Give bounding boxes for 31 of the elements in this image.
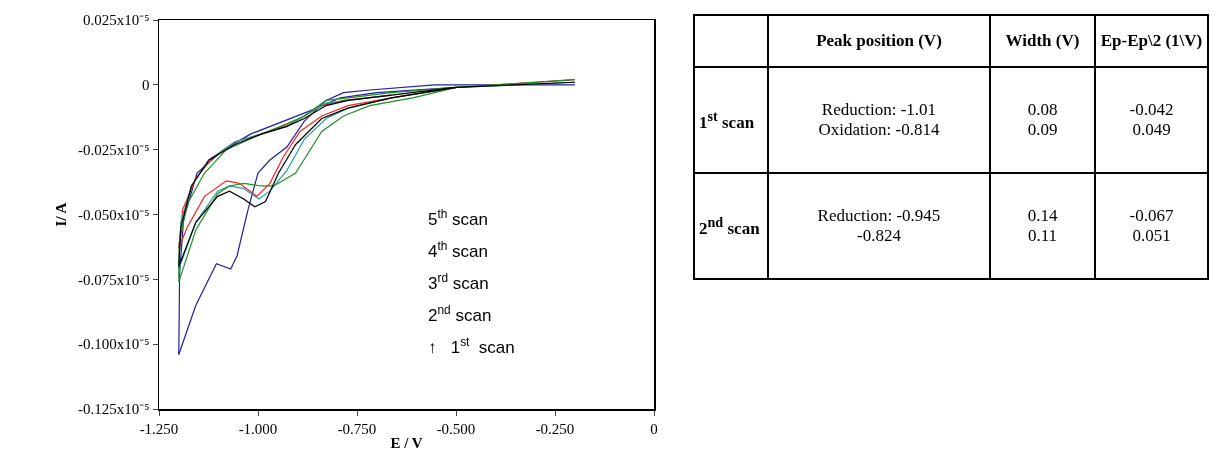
annotation: 5$^{th}$ scan [428, 207, 489, 230]
category-label: Ep-Ep\2 (1\V) [1095, 15, 1208, 67]
annotation: 3$^{rd}$ scan [428, 271, 489, 294]
text: 0.14 0.11 [1027, 206, 1058, 245]
x-tick-label: -0.750 [337, 420, 377, 437]
text: -0.042 0.049 [1129, 100, 1174, 139]
annotation: ↑ 1$^{st}$ scan [428, 335, 515, 358]
x-tick-label: -0.500 [436, 420, 476, 437]
text: -0.067 0.051 [1129, 206, 1174, 245]
category-label: Peak position (V) [768, 15, 990, 67]
y-tick-label: -0.100x10⁻⁵ [78, 336, 150, 353]
text: Reduction: -0.945 -0.824 [817, 206, 941, 245]
y-tick-label: 0 [142, 77, 150, 94]
text: Reduction: -1.01 Oxidation: -0.814 [818, 100, 940, 139]
x-axis-title: E / V [390, 435, 423, 452]
x-tick-label: -0.250 [535, 420, 575, 437]
x-tick-label: -1.000 [238, 420, 278, 437]
y-tick-label: -0.025x10⁻⁵ [78, 141, 150, 158]
y-axis-title: I/ A [52, 202, 69, 227]
y-tick-label: -0.075x10⁻⁵ [78, 271, 150, 288]
category-label: Width (V) [990, 15, 1095, 67]
annotation: 4$^{th}$ scan [428, 239, 489, 262]
y-tick-label: -0.125x10⁻⁵ [78, 401, 150, 418]
x-tick-label: -1.250 [139, 420, 179, 437]
y-tick-label: 0.025x10⁻⁵ [83, 12, 150, 29]
category-label: 2$^{nd}$ scan [699, 213, 760, 238]
text: 0.08 0.09 [1027, 100, 1058, 139]
y-tick-label: -0.050x10⁻⁵ [78, 206, 150, 223]
category-label: 1$^{st}$ scan [699, 107, 755, 132]
annotation: 2$^{nd}$ scan [428, 303, 492, 326]
x-tick-label: 0 [650, 420, 658, 437]
